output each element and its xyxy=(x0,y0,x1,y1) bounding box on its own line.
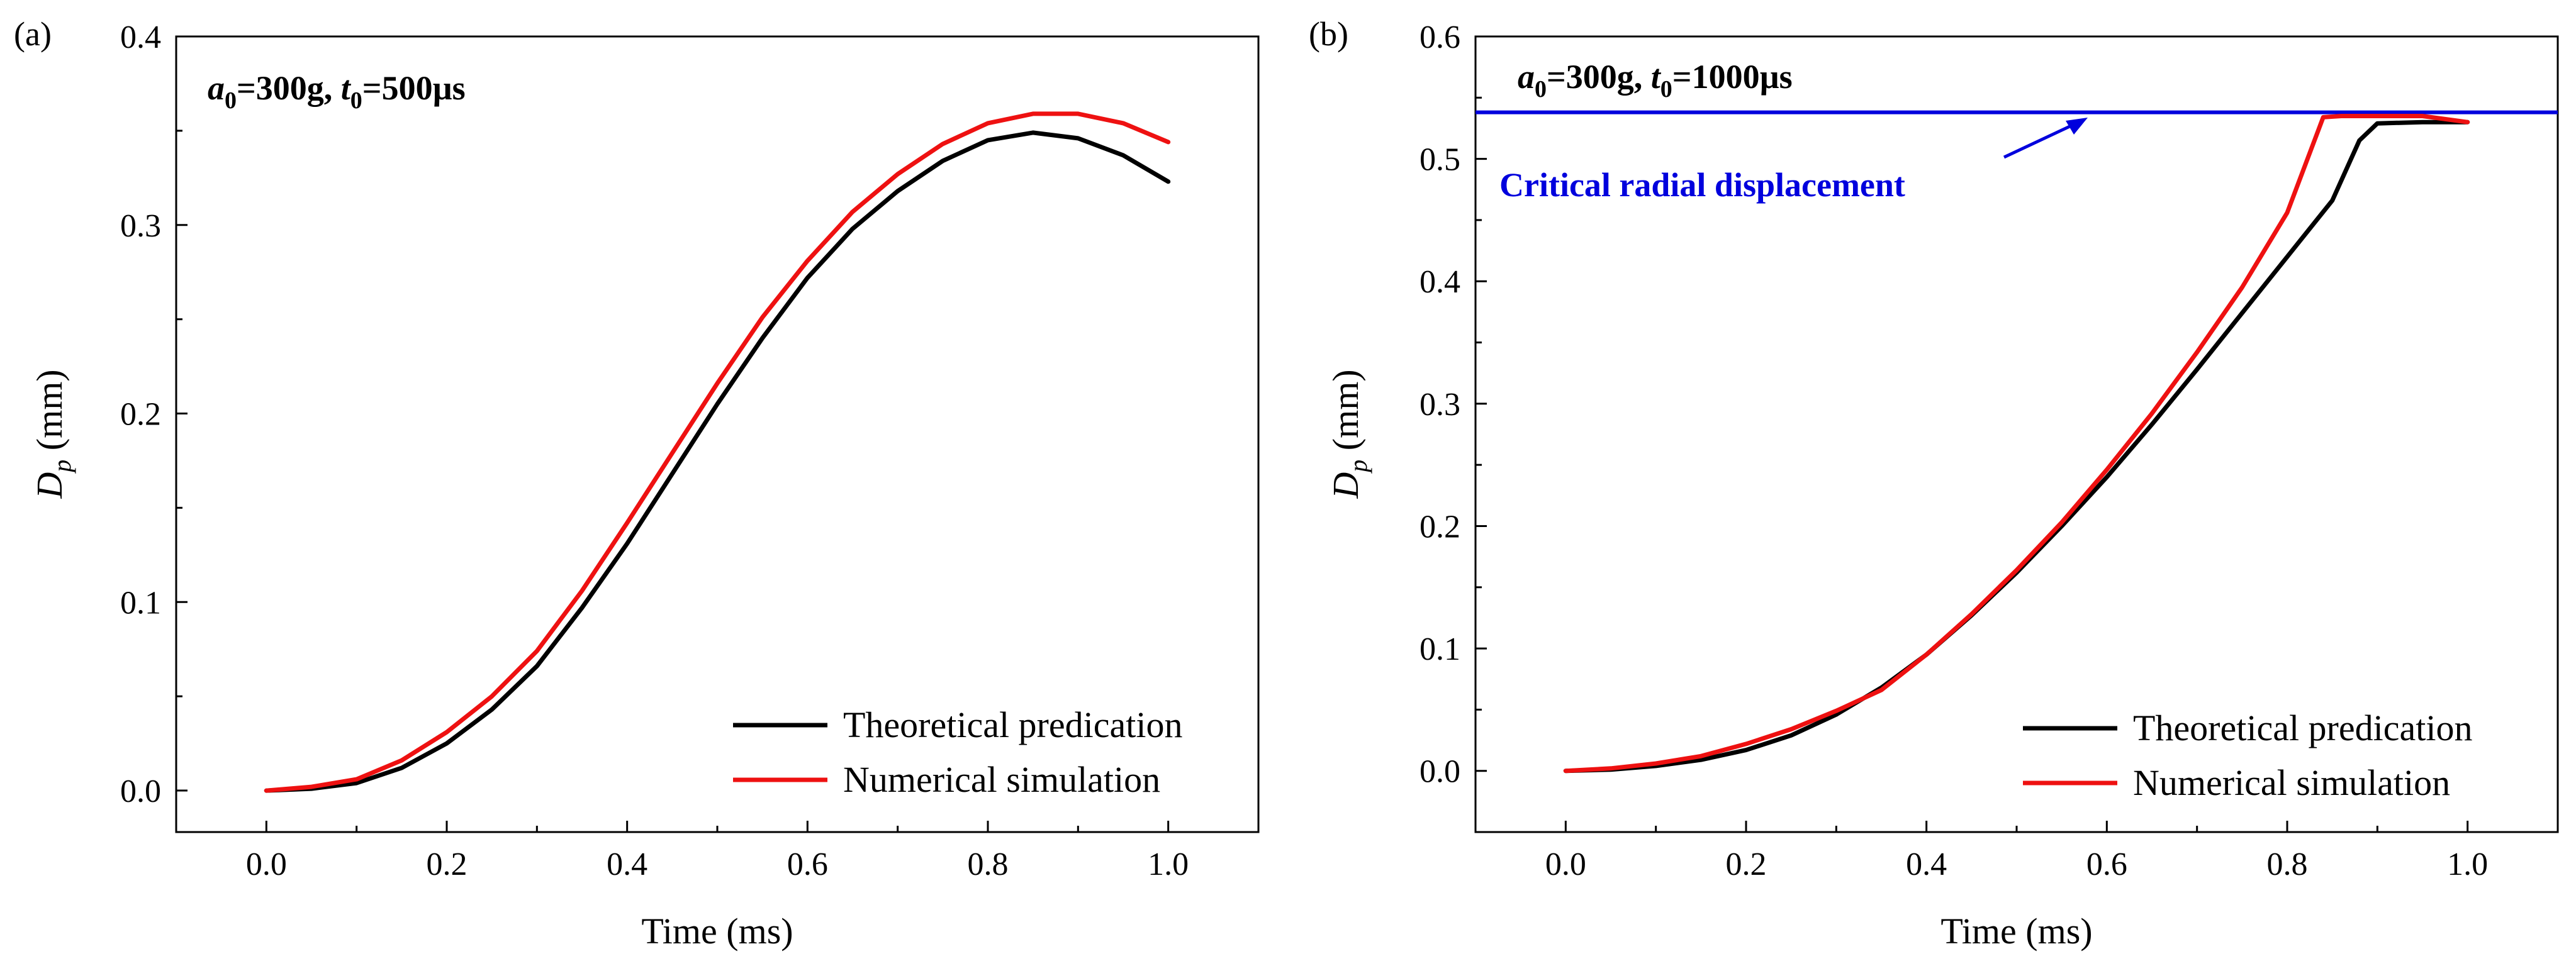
x-axis-title-a: Time (ms) xyxy=(641,911,793,952)
legend-label-theoretical-b: Theoretical predication xyxy=(2133,708,2472,748)
x-axis-b: 0.0 0.2 0.4 0.6 0.8 1.0 xyxy=(1545,821,2488,882)
y-tick-label-a-2: 0.2 xyxy=(120,397,161,433)
y-tick-label-a-1: 0.1 xyxy=(120,585,161,621)
x-axis-a: 0.0 0.2 0.4 0.6 0.8 1.0 xyxy=(246,821,1189,882)
series-lines-a xyxy=(264,111,1171,793)
x-tick-label-a-5: 1.0 xyxy=(1148,847,1189,882)
legend-b: Theoretical predication Numerical simula… xyxy=(2023,708,2472,803)
series-lines-b xyxy=(1563,114,2470,774)
x-tick-label-b-0: 0.0 xyxy=(1545,847,1586,882)
y-axis-a: 0.0 0.1 0.2 0.3 0.4 xyxy=(120,19,188,809)
x-tick-label-b-5: 1.0 xyxy=(2447,847,2488,882)
y-tick-label-b-2: 0.2 xyxy=(1420,509,1460,545)
legend-label-theoretical-a: Theoretical predication xyxy=(843,704,1182,745)
x-tick-label-b-1: 0.2 xyxy=(1726,847,1767,882)
x-tick-label-a-4: 0.8 xyxy=(968,847,1009,882)
series-line-a-theoretical xyxy=(264,130,1171,793)
x-tick-label-b-2: 0.4 xyxy=(1906,847,1947,882)
legend-label-numerical-b: Numerical simulation xyxy=(2133,762,2450,803)
critical-arrow xyxy=(2003,118,2088,159)
y-tick-label-b-6: 0.6 xyxy=(1420,19,1460,55)
critical-line-label: Critical radial displacement xyxy=(1499,166,1905,204)
y-axis-title-b: Dp (mm) xyxy=(1325,369,1372,499)
series-line-b-numerical xyxy=(1563,114,2470,774)
y-tick-label-b-4: 0.4 xyxy=(1420,264,1460,300)
x-tick-label-a-2: 0.4 xyxy=(607,847,647,882)
y-tick-label-b-0: 0.0 xyxy=(1420,754,1460,790)
x-tick-label-b-3: 0.6 xyxy=(2086,847,2127,882)
y-tick-label-a-3: 0.3 xyxy=(120,208,161,244)
x-tick-label-a-0: 0.0 xyxy=(246,847,287,882)
annotation-a: a0=300g, t0=500µs xyxy=(208,69,466,114)
panel-label-a: (a) xyxy=(14,15,52,53)
y-axis-title-a: Dp (mm) xyxy=(29,369,76,499)
panel-label-b: (b) xyxy=(1309,15,1348,53)
y-tick-label-a-0: 0.0 xyxy=(120,774,161,809)
y-tick-label-a-4: 0.4 xyxy=(120,19,161,55)
series-line-a-numerical xyxy=(264,111,1171,793)
x-tick-label-a-1: 0.2 xyxy=(427,847,468,882)
legend-a: Theoretical predication Numerical simula… xyxy=(733,704,1182,800)
annotation-b: a0=300g, t0=1000µs xyxy=(1518,58,1793,103)
x-tick-label-b-4: 0.8 xyxy=(2267,847,2308,882)
y-tick-label-b-1: 0.1 xyxy=(1420,631,1460,667)
x-tick-label-a-3: 0.6 xyxy=(787,847,828,882)
chart-panel-b: (b) 0.00.10.20.30.40.50.6 0.0 0.2 0.4 0.6 0.… xyxy=(1309,15,2559,952)
y-tick-label-b-3: 0.3 xyxy=(1420,387,1460,423)
y-tick-label-b-5: 0.5 xyxy=(1420,142,1460,178)
x-axis-title-b: Time (ms) xyxy=(1940,911,2092,952)
legend-label-numerical-a: Numerical simulation xyxy=(843,759,1160,800)
chart-panel-a: (a) 0.0 0.1 0.2 0.3 0.4 0.0 0.2 0.4 0.6 0.8 1.0 a… xyxy=(14,15,1260,952)
y-axis-b: 0.0 0.1 0.2 0.3 0.4 0.5 0.6 xyxy=(1420,19,1487,790)
